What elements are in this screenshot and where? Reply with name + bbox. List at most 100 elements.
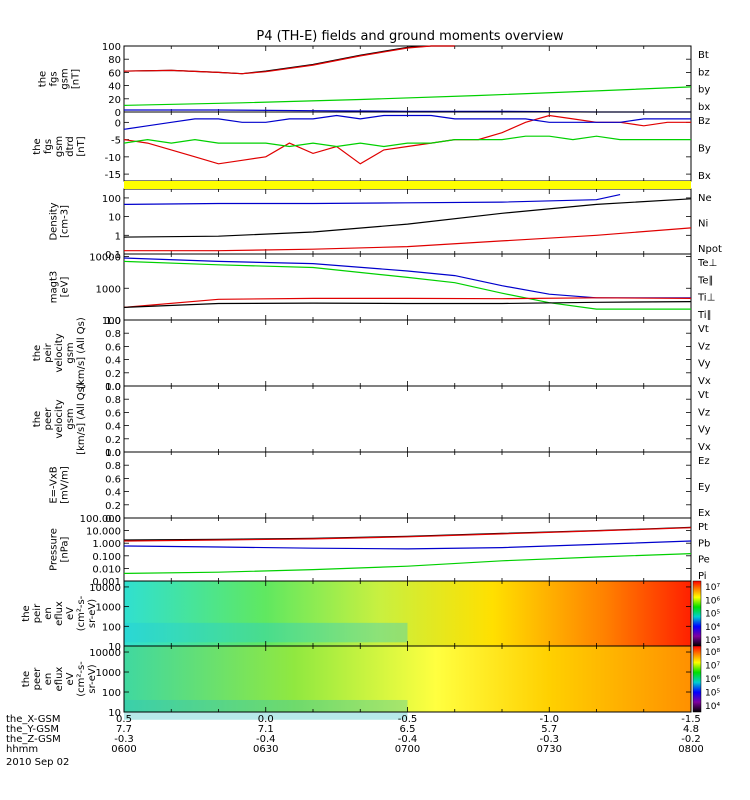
y-axis-label: the (32, 411, 43, 427)
y-axis-label: dtrd (65, 136, 76, 157)
y-axis-label: peir (43, 342, 54, 362)
x-axis-tick-value: 0730 (537, 744, 562, 755)
figure-title: P4 (TH-E) fields and ground moments over… (256, 29, 564, 44)
legend-entry: bx (698, 102, 710, 113)
panel-p9: 10³ 10⁴ 10⁵ 10⁶ 10⁷ 10 100 1000 10000 the peir en ef… (21, 580, 720, 653)
y-tick-label: -15 (105, 170, 121, 181)
x-axis-row-label: the_X-GSM (6, 714, 60, 725)
y-axis-label: [cm-3] (60, 205, 71, 238)
x-axis-tick-value: -0.3 (539, 734, 559, 745)
panel-p10: 10⁴ 10⁵ 10⁶ 10⁷ 10⁸ 10 100 1000 10000 the peer en ef… (21, 645, 720, 720)
series-line-red (123, 297, 692, 308)
y-axis-label: gsm (60, 68, 71, 89)
panel-frame (123, 517, 692, 582)
y-tick-label: 100.000 (80, 514, 121, 525)
legend-entry: Te∥ (697, 275, 714, 286)
legend-entry: Ey (698, 482, 710, 493)
y-tick-label: 0.6 (105, 342, 121, 353)
y-axis-label: Density (49, 202, 60, 240)
y-axis-label: [km/s] (All Qs) (76, 383, 87, 455)
y-tick-label: 0.2 (105, 435, 121, 446)
y-tick-label: 0.001 (92, 577, 121, 588)
y-tick-label: 100 (102, 194, 121, 205)
x-axis-tick-value: 5.7 (541, 724, 557, 735)
spectrogram-p9 (124, 581, 691, 646)
colorbar-tick-label: 10⁵ (705, 689, 720, 699)
y-axis-label: gsm (65, 342, 76, 363)
colorbar-tick-label: 10⁴ (705, 623, 720, 633)
y-axis-label: velocity (54, 399, 65, 438)
y-tick-label: 10000 (89, 583, 121, 594)
series-line-red (124, 227, 692, 252)
y-tick-label: 100 (102, 688, 121, 699)
ion-quality-flag-bar (124, 181, 691, 189)
series-line-black (123, 45, 455, 75)
date-label: 2010 Sep 02 (6, 757, 69, 768)
y-tick-label: 0.0 (105, 514, 121, 525)
x-axis-tick-value: -0.3 (114, 734, 134, 745)
y-tick-label: -10 (105, 153, 121, 164)
legend-entry: Vt (698, 324, 709, 335)
legend-entry: Ne (698, 193, 712, 204)
y-tick-label: 80 (108, 55, 121, 66)
legend-entry: Bz (698, 116, 710, 127)
panel-frame (123, 188, 692, 255)
legend-entry: Pt (698, 522, 708, 533)
y-tick-label: 1.0 (105, 448, 121, 459)
y-tick-label: 1000 (96, 668, 121, 679)
y-axis-label: [nT] (71, 69, 82, 89)
y-axis-label: [mV/m] (60, 466, 71, 504)
panel-p6: 0.0 0.2 0.4 0.6 0.8 1.0 the peer velocity gsm [km/… (32, 382, 711, 459)
series-line-black (123, 198, 692, 238)
y-tick-label: 0.2 (105, 501, 121, 512)
legend-entry: By (698, 144, 711, 155)
y-tick-label: 1.000 (92, 539, 121, 550)
y-axis-label: the (21, 671, 32, 687)
y-axis-label: eflux (54, 667, 65, 692)
panel-p4: 100 1000 10000 magt3 [eV] Te⊥ Te∥ Ti⊥ Ti∥ (49, 253, 718, 327)
y-tick-label: 0.4 (105, 488, 121, 499)
y-axis-label: the (38, 71, 49, 87)
y-tick-label: 0.1 (105, 250, 121, 261)
y-axis-label: velocity (54, 333, 65, 372)
y-tick-label: 0.8 (105, 395, 121, 406)
y-tick-label: 10000 (89, 648, 121, 659)
y-tick-label: 0 (115, 118, 121, 129)
y-tick-label: 0.6 (105, 474, 121, 485)
y-tick-label: 1 (115, 231, 121, 242)
panel-frame (123, 385, 692, 453)
legend-entry: Bt (698, 50, 709, 61)
y-axis-label: fgs (43, 139, 54, 154)
colorbar-p10: 10⁴ 10⁵ 10⁶ 10⁷ 10⁸ (692, 645, 720, 713)
y-axis-label: peer (43, 407, 54, 431)
legend-entry: bz (698, 67, 710, 78)
y-axis-label: the (32, 138, 43, 154)
legend-entry: Pe (698, 555, 710, 566)
colorbar-tick-label: 10³ (705, 636, 720, 646)
y-tick-label: 0.6 (105, 408, 121, 419)
series-line-green (123, 86, 692, 106)
y-tick-label: 0.8 (105, 461, 121, 472)
series-line-red (123, 527, 692, 542)
legend-entry: Ex (698, 508, 710, 519)
y-axis-label: gsm (54, 136, 65, 157)
y-axis-label: peir (32, 603, 43, 623)
x-axis-tick-value: 0630 (253, 744, 278, 755)
colorbar-tick-label: 10⁵ (705, 610, 720, 620)
series-line-black (123, 301, 692, 308)
x-axis-tick-value: 0.5 (116, 714, 132, 725)
colorbar-tick-label: 10⁷ (705, 662, 720, 672)
y-tick-label: 0.2 (105, 369, 121, 380)
x-axis-tick-value: -1.5 (681, 714, 701, 725)
series-line-blue (123, 540, 692, 550)
y-axis-label: (cm²-s- (76, 595, 87, 631)
legend-entry: Vy (698, 359, 711, 370)
y-tick-label: 0.4 (105, 356, 121, 367)
y-axis-label: sr-eV) (87, 664, 98, 693)
y-axis-label: eV (65, 672, 76, 685)
x-axis-tick-value: 0.0 (258, 714, 274, 725)
colorbar-tick-label: 10⁶ (705, 596, 720, 606)
y-tick-label: -5 (111, 136, 121, 147)
x-axis-row-label: hhmm (6, 744, 38, 755)
